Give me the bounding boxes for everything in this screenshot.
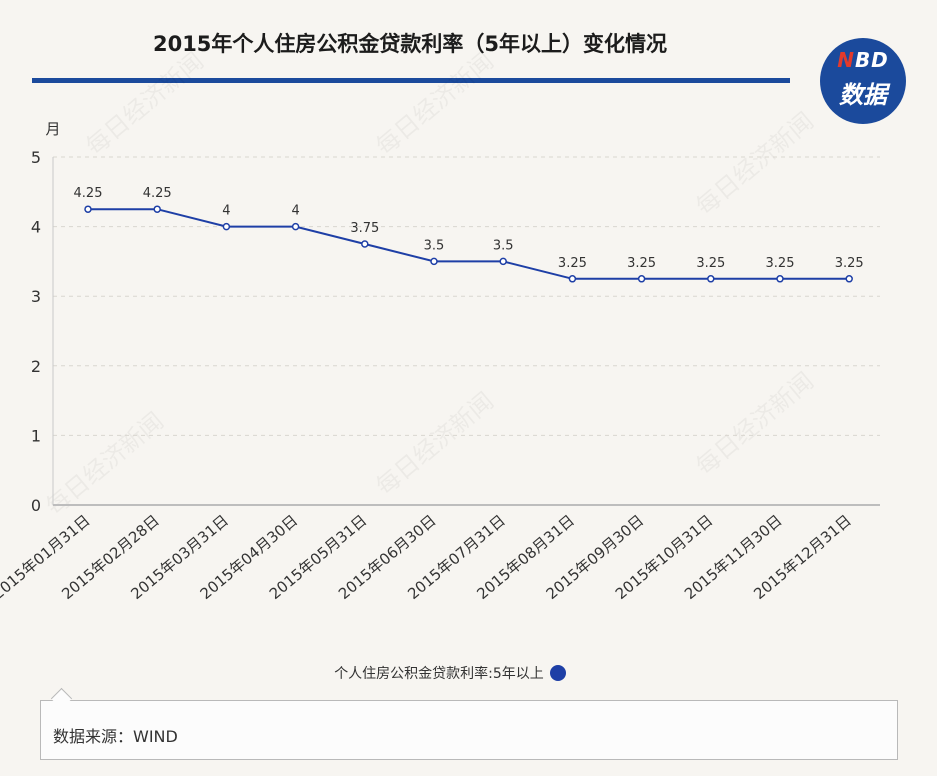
gridlines xyxy=(53,156,880,436)
title-underline xyxy=(32,78,790,83)
data-label: 3.25 xyxy=(696,256,725,271)
source-box: 数据来源：WIND xyxy=(40,687,898,760)
watermark-text: 每日经济新闻 xyxy=(691,107,819,221)
series-layer xyxy=(84,205,853,283)
data-point xyxy=(222,222,231,231)
nbd-logo: NBD 数据 xyxy=(820,38,906,124)
data-label: 3.25 xyxy=(835,256,864,271)
data-label: 3.5 xyxy=(493,238,514,253)
logo-text-data: 数据 xyxy=(839,81,887,109)
data-point xyxy=(291,222,300,231)
y-tick-label: 5 xyxy=(31,148,41,167)
axes xyxy=(52,157,880,506)
data-label: 3.75 xyxy=(350,221,379,236)
y-tick-label: 3 xyxy=(31,287,41,306)
y-tick-label: 2 xyxy=(31,357,41,376)
y-tick-label: 0 xyxy=(31,496,41,515)
source-box-pointer xyxy=(50,687,73,710)
legend-label: 个人住房公积金贷款利率:5年以上 xyxy=(334,666,544,682)
data-point xyxy=(84,205,92,213)
watermark-text: 每日经济新闻 xyxy=(691,367,819,481)
y-unit-label: 月 xyxy=(45,120,60,138)
watermark-text: 每日经济新闻 xyxy=(81,47,209,161)
data-label: 4.25 xyxy=(143,186,172,201)
y-tick-label: 4 xyxy=(31,218,41,237)
data-label: 3.5 xyxy=(424,238,445,253)
x-tick-labels: 2015年01月31日2015年02月28日2015年03月31日2015年04… xyxy=(0,511,855,603)
legend-marker xyxy=(549,665,566,681)
data-point xyxy=(499,257,507,266)
watermark-text: 每日经济新闻 xyxy=(371,387,499,501)
data-label: 4 xyxy=(291,204,299,219)
data-label: 3.25 xyxy=(627,256,656,271)
data-labels: 4.25 4.25 4 4 3.75 3.5 3.5 3.25 3.25 3.25 3.25 3.25 xyxy=(74,186,864,271)
data-label: 3.25 xyxy=(766,256,795,271)
data-point xyxy=(637,275,646,283)
data-point xyxy=(430,257,438,266)
logo-text-nbd: NBD xyxy=(837,48,889,72)
data-point xyxy=(845,275,853,283)
watermark-text: 每日经济新闻 xyxy=(361,657,489,660)
series-line xyxy=(88,208,850,280)
data-point xyxy=(361,240,369,248)
data-point xyxy=(153,205,161,213)
watermark-text: 每日经济新闻 xyxy=(41,407,169,521)
y-tick-labels: 0 1 2 3 4 5月 xyxy=(31,120,61,515)
data-label: 3.25 xyxy=(558,256,587,271)
data-label: 4 xyxy=(222,204,230,219)
source-text: 数据来源：WIND xyxy=(53,727,178,746)
data-point xyxy=(707,275,715,283)
y-tick-label: 1 xyxy=(31,426,41,445)
legend: 个人住房公积金贷款利率:5年以上 xyxy=(0,663,900,683)
chart-title: 2015年个人住房公积金贷款利率（5年以上）变化情况 xyxy=(152,32,668,56)
watermark-text: 每日经济新闻 xyxy=(691,657,819,660)
data-label: 4.25 xyxy=(74,186,103,201)
watermark-text: 每日经济新闻 xyxy=(41,657,169,660)
data-point xyxy=(568,275,577,283)
watermark-text: 每日经济新闻 xyxy=(371,47,499,161)
data-point xyxy=(776,275,784,283)
line-chart: 每日经济新闻每日经济新闻每日经济新闻每日经济新闻每日经济新闻每日经济新闻每日经济… xyxy=(0,47,880,660)
